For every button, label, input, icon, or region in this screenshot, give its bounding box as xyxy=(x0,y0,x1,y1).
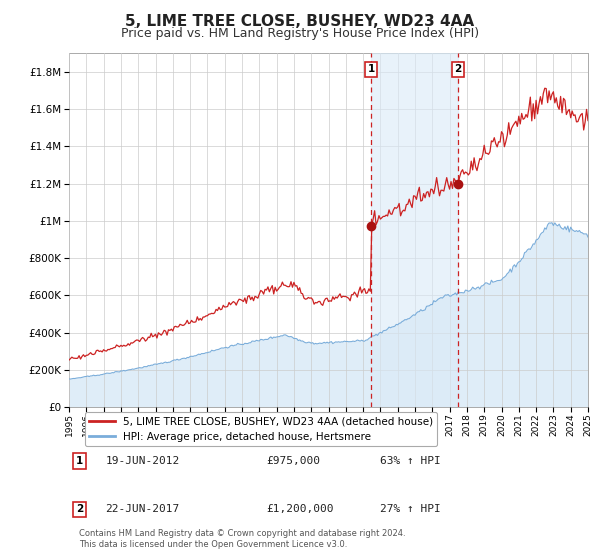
Legend: 5, LIME TREE CLOSE, BUSHEY, WD23 4AA (detached house), HPI: Average price, detac: 5, LIME TREE CLOSE, BUSHEY, WD23 4AA (de… xyxy=(85,412,437,446)
Bar xyxy=(371,53,458,407)
Text: 2: 2 xyxy=(454,64,461,74)
Text: 22-JUN-2017: 22-JUN-2017 xyxy=(106,504,179,514)
Text: £1,200,000: £1,200,000 xyxy=(266,504,334,514)
Text: 1: 1 xyxy=(368,64,375,74)
Text: 1: 1 xyxy=(76,456,83,466)
Text: 27% ↑ HPI: 27% ↑ HPI xyxy=(380,504,441,514)
Text: 2: 2 xyxy=(76,504,83,514)
Text: Price paid vs. HM Land Registry's House Price Index (HPI): Price paid vs. HM Land Registry's House … xyxy=(121,27,479,40)
Text: 19-JUN-2012: 19-JUN-2012 xyxy=(106,456,179,466)
Text: Contains HM Land Registry data © Crown copyright and database right 2024.
This d: Contains HM Land Registry data © Crown c… xyxy=(79,529,406,549)
Text: £975,000: £975,000 xyxy=(266,456,320,466)
Text: 5, LIME TREE CLOSE, BUSHEY, WD23 4AA: 5, LIME TREE CLOSE, BUSHEY, WD23 4AA xyxy=(125,14,475,29)
Text: 63% ↑ HPI: 63% ↑ HPI xyxy=(380,456,441,466)
